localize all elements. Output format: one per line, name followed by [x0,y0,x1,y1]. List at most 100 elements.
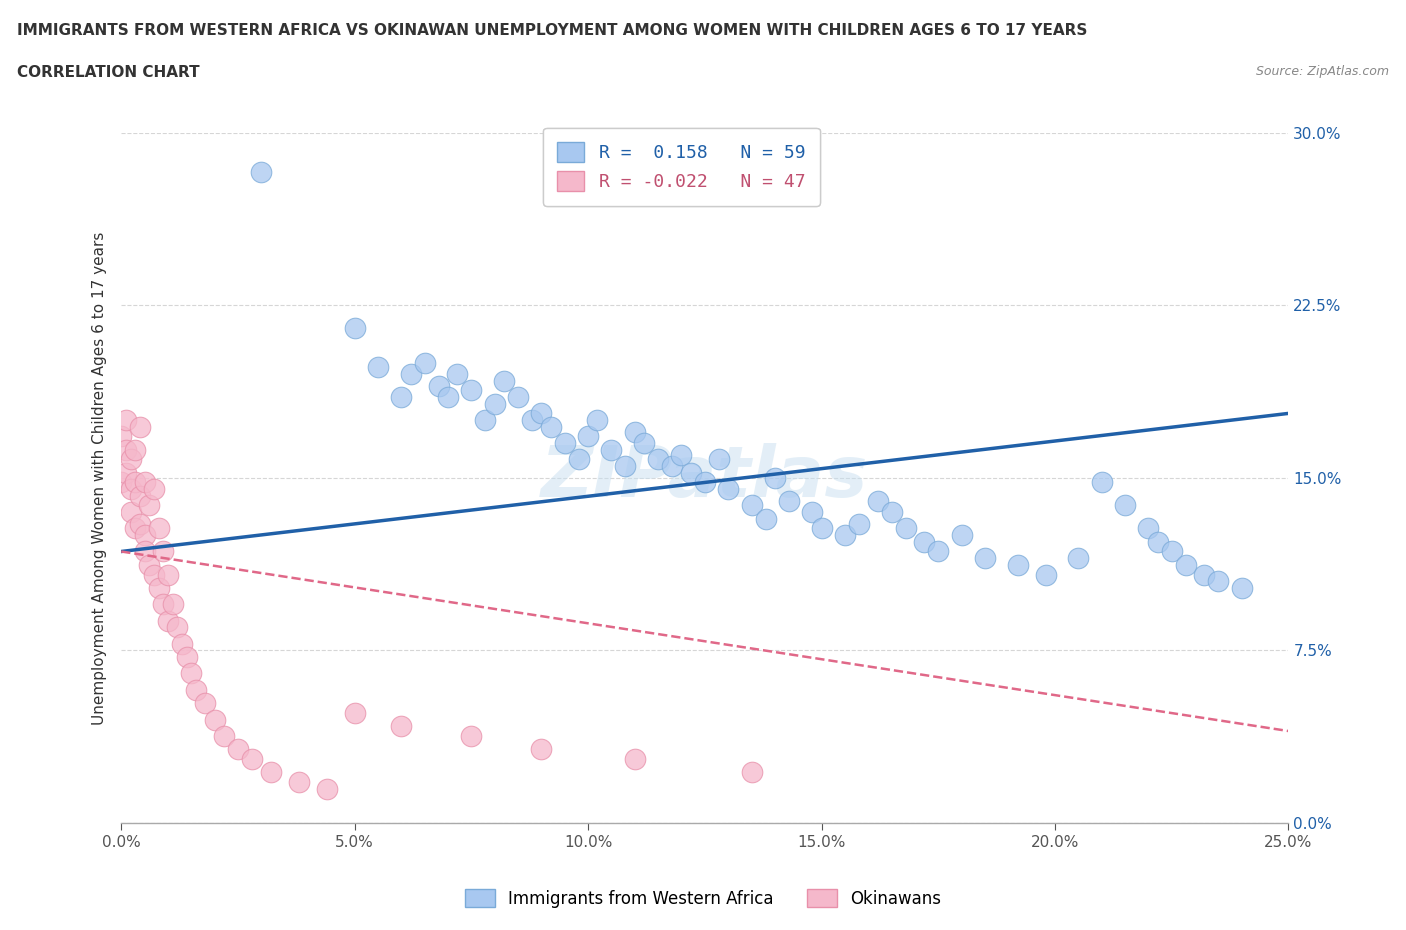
Point [170,636,193,651]
Point [156,613,179,628]
Point [679,466,702,481]
Y-axis label: Unemployment Among Women with Children Ages 6 to 17 years: Unemployment Among Women with Children A… [93,232,107,724]
Text: CORRELATION CHART: CORRELATION CHART [17,65,200,80]
Point [124,521,146,536]
Point [413,355,436,370]
Point [693,475,716,490]
Point [343,705,366,720]
Point [389,390,412,405]
Point [389,719,412,734]
Legend: R =  0.158   N = 59, R = -0.022   N = 47: R = 0.158 N = 59, R = -0.022 N = 47 [543,127,820,206]
Point [707,452,730,467]
Point [367,360,389,375]
Point [162,597,184,612]
Point [568,452,591,467]
Point [950,528,973,543]
Point [128,489,150,504]
Point [460,728,482,743]
Point [834,528,856,543]
Point [894,521,917,536]
Point [741,498,763,513]
Point [530,406,553,421]
Point [115,466,138,481]
Point [204,712,226,727]
Point [120,505,142,520]
Point [343,321,366,336]
Point [120,452,142,467]
Point [647,452,669,467]
Text: Source: ZipAtlas.com: Source: ZipAtlas.com [1256,65,1389,78]
Point [506,390,529,405]
Point [554,436,576,451]
Point [848,516,870,531]
Point [138,498,160,513]
Point [427,379,450,393]
Point [250,165,273,179]
Point [1208,574,1230,589]
Point [120,482,142,497]
Point [741,765,763,780]
Point [671,447,693,462]
Text: ZIPatlas: ZIPatlas [541,444,869,512]
Point [880,505,903,520]
Point [530,742,553,757]
Point [540,419,562,434]
Point [138,558,160,573]
Point [115,443,138,458]
Point [152,597,174,612]
Point [866,494,889,509]
Point [623,751,645,766]
Point [1067,551,1090,565]
Point [810,521,832,536]
Point [110,429,132,444]
Point [1194,567,1216,582]
Point [1007,558,1029,573]
Point [494,374,516,389]
Point [460,383,482,398]
Point [763,471,786,485]
Point [134,475,156,490]
Point [1091,475,1114,490]
Point [315,781,337,796]
Point [176,650,198,665]
Point [778,494,800,509]
Point [240,751,263,766]
Point [974,551,997,565]
Legend: Immigrants from Western Africa, Okinawans: Immigrants from Western Africa, Okinawan… [458,883,948,914]
Point [633,436,655,451]
Point [586,413,609,428]
Point [148,581,170,596]
Point [1174,558,1197,573]
Point [259,765,281,780]
Point [1137,521,1160,536]
Point [1114,498,1136,513]
Point [156,567,179,582]
Point [623,424,645,439]
Point [446,366,468,381]
Point [576,429,599,444]
Text: IMMIGRANTS FROM WESTERN AFRICA VS OKINAWAN UNEMPLOYMENT AMONG WOMEN WITH CHILDRE: IMMIGRANTS FROM WESTERN AFRICA VS OKINAW… [17,23,1087,38]
Point [124,443,146,458]
Point [520,413,543,428]
Point [128,419,150,434]
Point [212,728,235,743]
Point [180,666,202,681]
Point [134,528,156,543]
Point [115,413,138,428]
Point [287,774,309,789]
Point [166,620,188,635]
Point [754,512,776,526]
Point [148,521,170,536]
Point [128,516,150,531]
Point [1160,544,1182,559]
Point [110,475,132,490]
Point [399,366,422,381]
Point [134,544,156,559]
Point [600,443,623,458]
Point [226,742,249,757]
Point [184,683,207,698]
Point [717,482,740,497]
Point [124,475,146,490]
Point [661,458,683,473]
Point [142,482,165,497]
